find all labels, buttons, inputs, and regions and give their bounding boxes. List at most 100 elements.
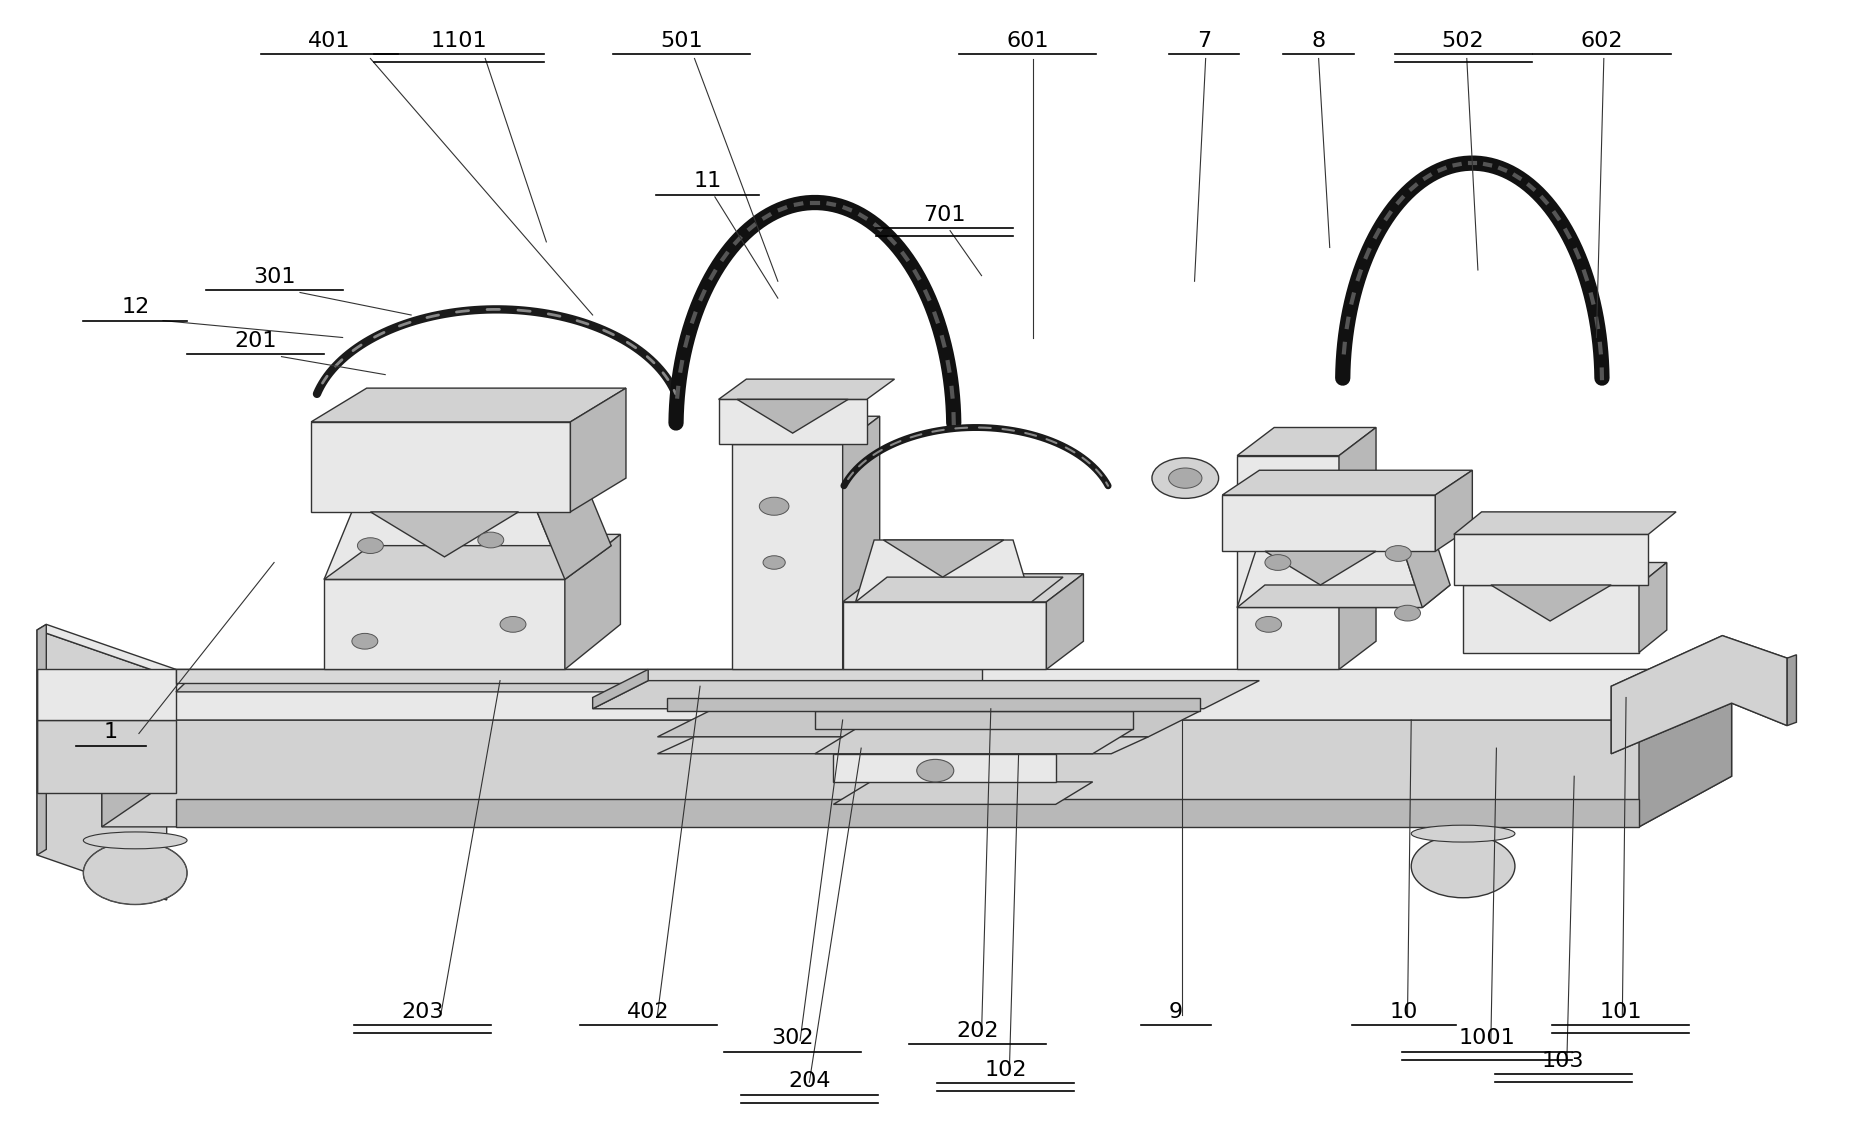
Polygon shape	[565, 534, 620, 669]
Polygon shape	[1222, 470, 1472, 495]
Polygon shape	[883, 540, 1004, 577]
Polygon shape	[1463, 585, 1639, 652]
Polygon shape	[1787, 655, 1796, 726]
Polygon shape	[324, 546, 611, 579]
Polygon shape	[732, 416, 880, 444]
Polygon shape	[324, 534, 620, 579]
Polygon shape	[102, 669, 176, 827]
Polygon shape	[856, 577, 1063, 602]
Text: 501: 501	[659, 30, 704, 51]
Polygon shape	[102, 669, 1732, 827]
Polygon shape	[1454, 512, 1676, 534]
Polygon shape	[324, 579, 565, 669]
Polygon shape	[1639, 669, 1732, 827]
Polygon shape	[843, 574, 1083, 602]
Polygon shape	[570, 388, 626, 512]
Polygon shape	[1237, 551, 1422, 608]
Text: 701: 701	[924, 205, 965, 225]
Polygon shape	[1237, 428, 1376, 456]
Polygon shape	[324, 512, 565, 579]
Text: 203: 203	[402, 1001, 443, 1022]
Text: 402: 402	[628, 1001, 669, 1022]
Text: 7: 7	[1196, 30, 1211, 51]
Polygon shape	[370, 512, 519, 557]
Polygon shape	[1237, 585, 1450, 608]
Polygon shape	[1404, 529, 1450, 608]
Polygon shape	[1491, 585, 1611, 621]
Polygon shape	[311, 422, 570, 512]
Circle shape	[917, 759, 954, 782]
Polygon shape	[1463, 562, 1667, 585]
Text: 302: 302	[772, 1028, 813, 1048]
Circle shape	[1169, 468, 1202, 488]
Text: 11: 11	[693, 171, 722, 191]
Polygon shape	[176, 799, 1639, 827]
Polygon shape	[843, 602, 1046, 669]
Circle shape	[478, 532, 504, 548]
Text: 103: 103	[1543, 1051, 1583, 1071]
Polygon shape	[1265, 551, 1376, 585]
Text: 102: 102	[985, 1060, 1026, 1080]
Polygon shape	[833, 754, 1056, 782]
Polygon shape	[719, 379, 895, 399]
Circle shape	[83, 842, 187, 904]
Polygon shape	[657, 711, 1200, 737]
Circle shape	[1395, 605, 1420, 621]
Text: 201: 201	[235, 331, 276, 351]
Polygon shape	[815, 711, 1133, 729]
Polygon shape	[719, 399, 867, 444]
Polygon shape	[593, 669, 648, 709]
Polygon shape	[1454, 534, 1648, 585]
Polygon shape	[37, 720, 176, 793]
Text: 1101: 1101	[432, 30, 487, 51]
Text: 1: 1	[104, 722, 119, 742]
Polygon shape	[311, 388, 626, 422]
Polygon shape	[537, 478, 611, 579]
Text: 101: 101	[1600, 1001, 1641, 1022]
Polygon shape	[732, 444, 843, 669]
Text: 502: 502	[1441, 30, 1485, 51]
Text: 8: 8	[1311, 30, 1326, 51]
Polygon shape	[37, 630, 167, 900]
Text: 204: 204	[789, 1071, 830, 1091]
Polygon shape	[1611, 636, 1787, 754]
Polygon shape	[176, 683, 982, 692]
Circle shape	[500, 616, 526, 632]
Ellipse shape	[83, 832, 187, 848]
Polygon shape	[593, 681, 1259, 709]
Polygon shape	[37, 669, 176, 720]
Polygon shape	[1611, 636, 1787, 754]
Polygon shape	[856, 540, 1032, 602]
Circle shape	[759, 497, 789, 515]
Polygon shape	[1435, 470, 1472, 551]
Polygon shape	[1237, 456, 1339, 669]
Text: 202: 202	[957, 1020, 998, 1041]
Text: 10: 10	[1389, 1001, 1419, 1022]
Polygon shape	[667, 698, 1200, 711]
Polygon shape	[176, 669, 982, 683]
Circle shape	[763, 556, 785, 569]
Polygon shape	[1046, 574, 1083, 669]
Text: 1001: 1001	[1459, 1028, 1515, 1048]
Text: 12: 12	[120, 297, 150, 317]
Polygon shape	[1222, 495, 1435, 551]
Polygon shape	[102, 669, 1732, 720]
Text: 601: 601	[1007, 30, 1048, 51]
Text: 9: 9	[1169, 1001, 1183, 1022]
Polygon shape	[37, 624, 46, 855]
Text: 602: 602	[1582, 30, 1622, 51]
Polygon shape	[833, 782, 1093, 804]
Polygon shape	[37, 624, 176, 675]
Text: 401: 401	[309, 30, 350, 51]
Circle shape	[1385, 546, 1411, 561]
Circle shape	[1265, 555, 1291, 570]
Ellipse shape	[1411, 826, 1515, 842]
Circle shape	[357, 538, 383, 554]
Polygon shape	[843, 416, 880, 669]
Polygon shape	[1639, 562, 1667, 652]
Circle shape	[1256, 616, 1282, 632]
Circle shape	[1152, 458, 1219, 498]
Polygon shape	[1339, 428, 1376, 669]
Circle shape	[352, 633, 378, 649]
Circle shape	[1411, 835, 1515, 898]
